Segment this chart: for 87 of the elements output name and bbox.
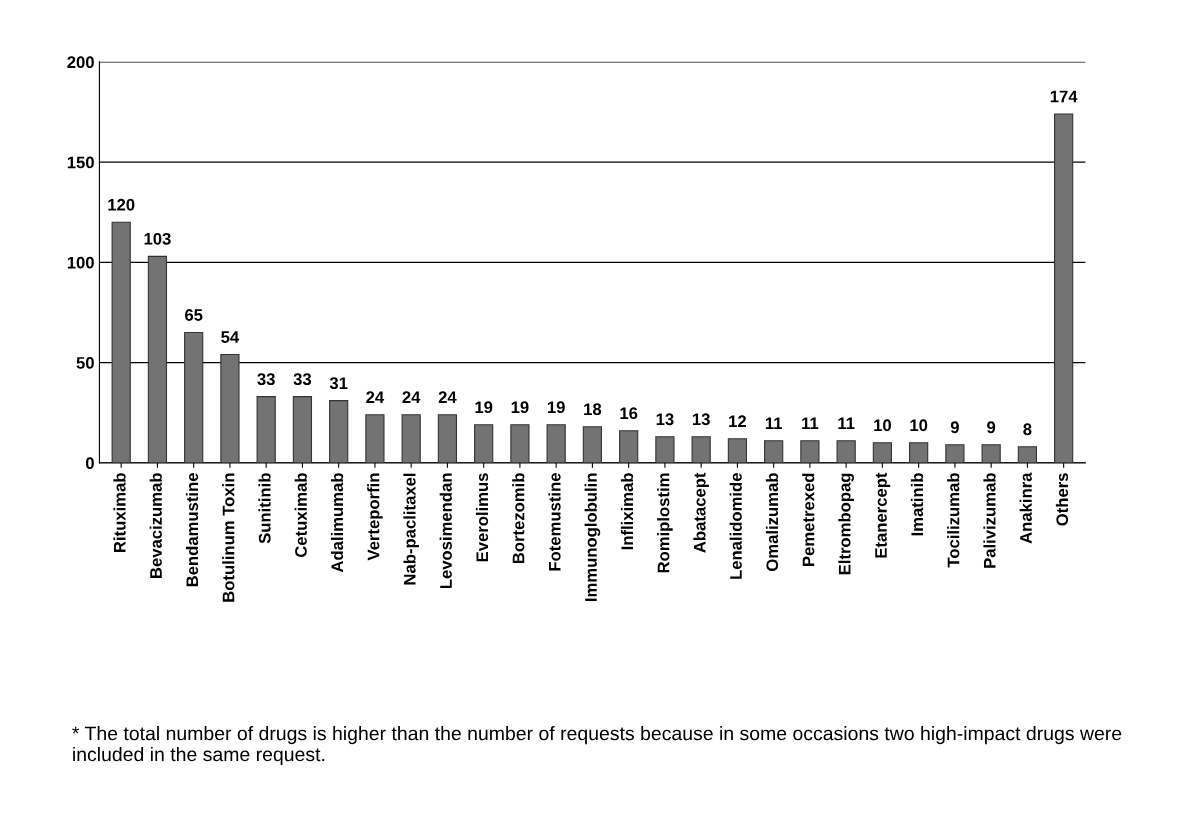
bar <box>981 444 1001 463</box>
x-tick-label: Infliximab <box>620 473 634 550</box>
bar <box>474 424 494 463</box>
data-label: 24 <box>402 391 421 403</box>
x-tick-label: Bortezomib <box>512 473 525 564</box>
text: * The total number of drugs is higher than the number of requests because in some occasions two high-impact drugs were included in the same request. <box>72 726 1122 766</box>
data-label: 19 <box>475 401 493 414</box>
y-tick-label: 200 <box>67 56 94 69</box>
y-tick-label: 100 <box>67 256 94 269</box>
x-tick-label: Pemetrexed <box>802 473 815 566</box>
x-tick-label: Lenalidomide <box>729 473 742 579</box>
data-label: 11 <box>838 417 855 429</box>
x-tick-label: Sunitinib <box>258 473 271 544</box>
data-label: 18 <box>584 403 602 416</box>
data-label: 8 <box>1023 423 1032 436</box>
x-tick-label: Palivizumab <box>983 473 996 568</box>
bar <box>220 354 240 463</box>
x-tick-label: Tocilizumab <box>947 473 960 568</box>
data-label: 24 <box>438 391 457 403</box>
data-label: 10 <box>874 419 891 432</box>
data-label: 54 <box>221 331 240 343</box>
data-label: 16 <box>620 407 638 420</box>
data-label: 9 <box>950 421 959 434</box>
bar <box>256 396 276 463</box>
bar <box>582 426 603 463</box>
bar <box>546 424 566 463</box>
data-label: 31 <box>329 377 348 390</box>
x-tick-label: Everolimus <box>475 473 489 562</box>
x-tick-label: Verteporfin <box>367 473 383 561</box>
data-label: 19 <box>547 401 565 414</box>
bar <box>292 396 313 463</box>
data-label: 33 <box>293 373 312 386</box>
x-tick-label: Omalizumab <box>765 473 779 571</box>
x-tick-label: Rituximab <box>113 473 126 552</box>
bar <box>872 442 893 463</box>
y-tick-label: 0 <box>85 457 94 470</box>
y-tick-label: 50 <box>76 356 94 369</box>
data-label: 24 <box>366 391 385 403</box>
x-tick-label: Fotemustine <box>548 473 561 571</box>
data-label: 103 <box>144 232 171 245</box>
bar <box>401 414 421 463</box>
data-label: 11 <box>765 417 782 429</box>
bar <box>510 424 530 463</box>
x-tick-label: Adalimumab <box>330 473 344 573</box>
bar <box>1054 113 1074 463</box>
data-label: 33 <box>257 373 275 386</box>
bar <box>945 444 965 463</box>
bar <box>184 331 204 463</box>
x-tick-label: Botulinum Toxin <box>222 473 235 602</box>
data-label: 19 <box>511 401 529 414</box>
x-tick-label: Imatinib <box>910 473 924 536</box>
bar <box>764 440 784 463</box>
bar <box>329 400 349 463</box>
bar <box>147 255 168 463</box>
bar <box>365 414 385 463</box>
data-label: 11 <box>802 417 819 429</box>
bar <box>727 438 748 463</box>
bar <box>909 442 929 463</box>
bar <box>619 430 639 463</box>
bar <box>437 414 458 463</box>
data-label: 65 <box>185 309 203 321</box>
x-tick-label: Bevacizumab <box>149 473 162 578</box>
bar <box>691 436 711 463</box>
bar <box>111 221 131 463</box>
x-tick-label: Nab-paclitaxel <box>403 473 419 585</box>
data-label: 13 <box>692 413 710 426</box>
x-tick-label: Romiplostim <box>657 473 673 573</box>
data-label: 13 <box>656 413 674 426</box>
data-label: 120 <box>108 198 135 211</box>
x-tick-label: Bendamustine <box>185 473 199 587</box>
data-label: 12 <box>729 415 747 427</box>
x-tick-label: Etanercept <box>875 472 891 558</box>
x-tick-label: Others <box>1055 473 1069 526</box>
x-tick-label: Levosimendan <box>439 473 452 589</box>
bar <box>800 440 820 463</box>
bar <box>655 436 675 463</box>
x-tick-label: Anakinra <box>1019 472 1032 544</box>
data-label: 10 <box>910 419 928 432</box>
x-tick-label: Eltrombopag <box>838 473 854 575</box>
data-label: 9 <box>987 421 996 434</box>
y-tick-label: 150 <box>67 156 94 169</box>
x-tick-label: Abatacept <box>693 472 709 553</box>
bar <box>836 440 856 463</box>
x-tick-label: Immunoglobulin <box>584 473 601 602</box>
bar <box>1017 446 1038 463</box>
x-tick-label: Cetuximab <box>294 473 307 558</box>
data-label: 174 <box>1050 90 1078 103</box>
